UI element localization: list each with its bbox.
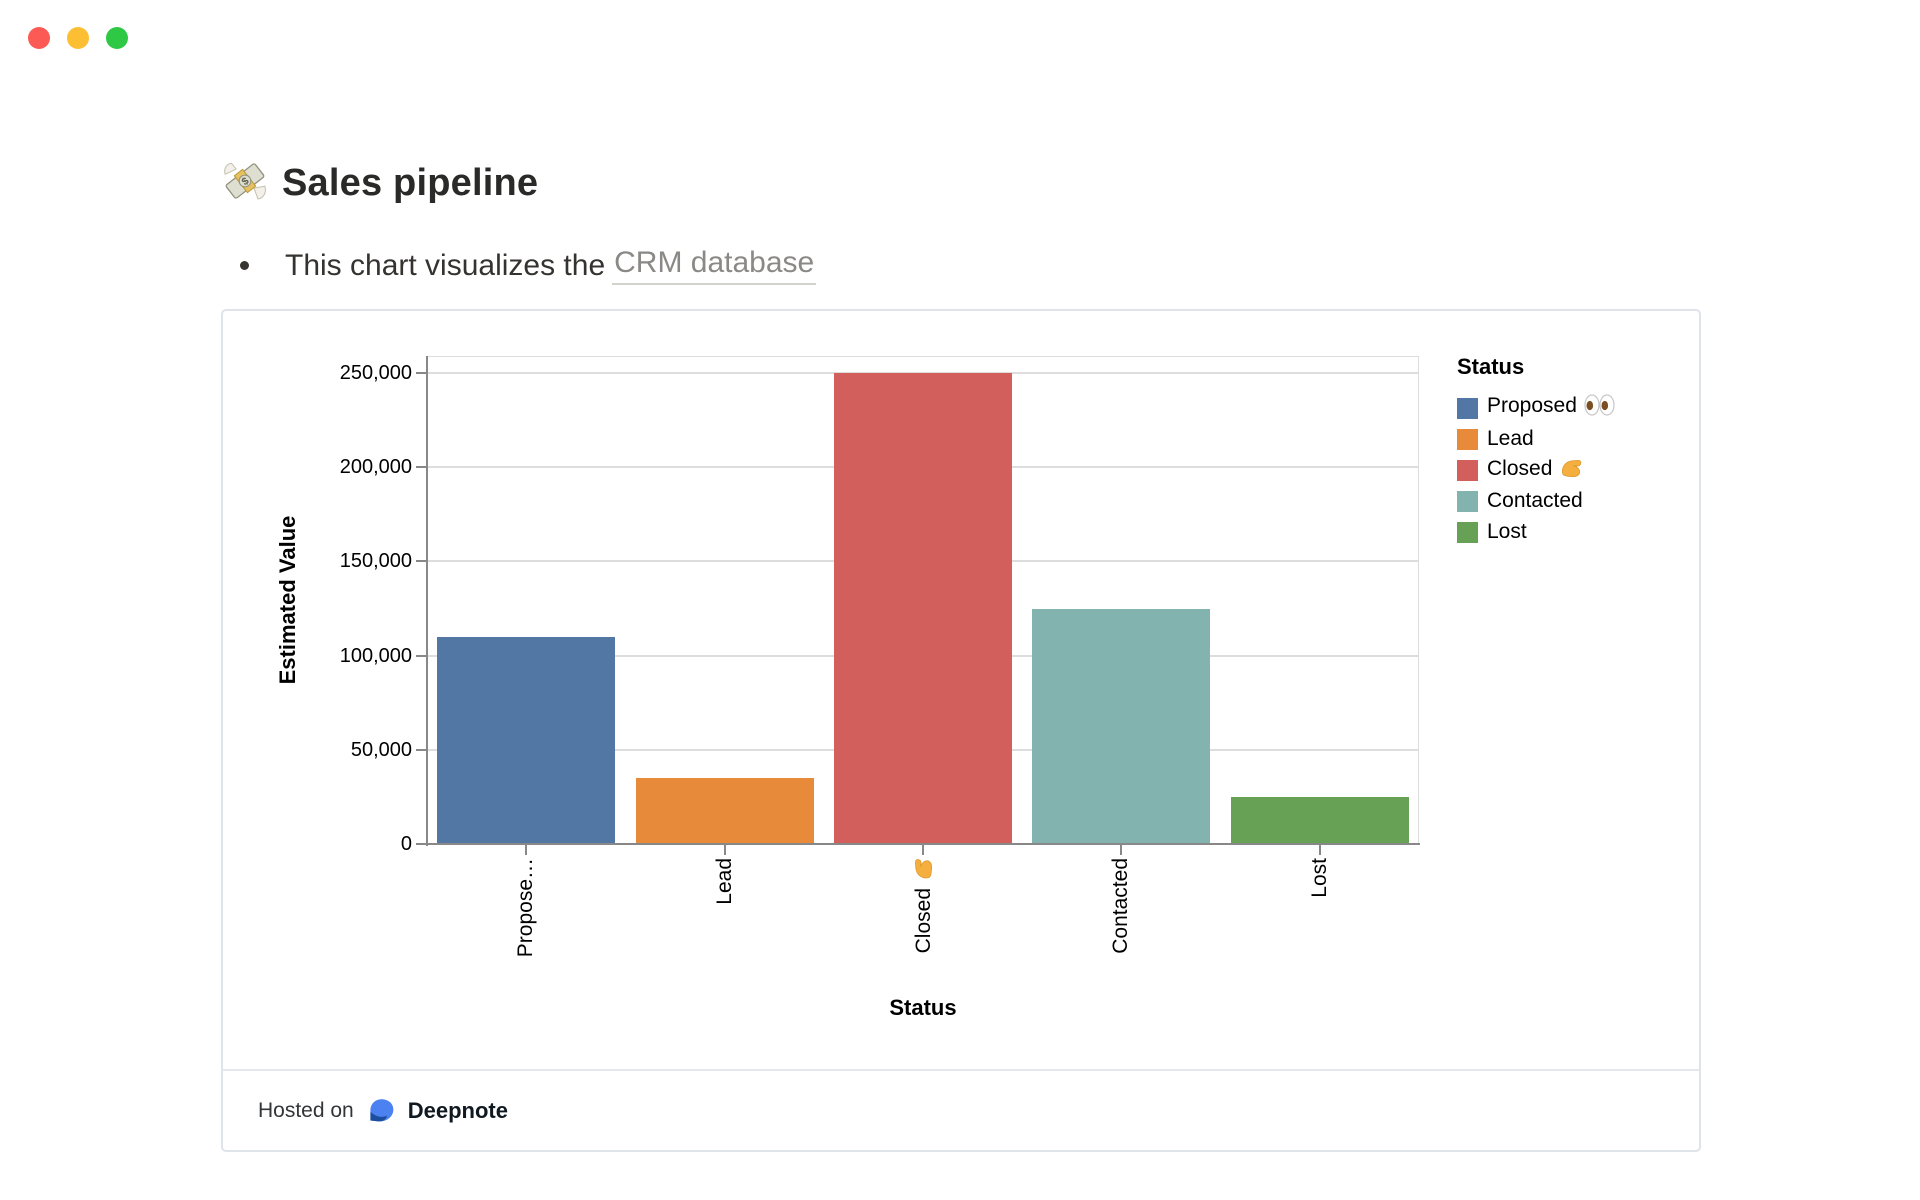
x-tick xyxy=(525,845,527,855)
x-tick-label-propose: Propose… xyxy=(514,858,537,958)
bullet-marker xyxy=(240,261,249,270)
crm-database-link[interactable]: CRM database xyxy=(612,246,817,285)
hosted-on-label: Hosted on xyxy=(258,1098,354,1122)
page-title: Sales pipeline xyxy=(282,162,539,204)
y-tick xyxy=(416,560,426,562)
legend-item-contacted: Contacted xyxy=(1457,489,1615,512)
deepnote-logo-icon xyxy=(365,1095,396,1126)
legend-items: Proposed Lead Closed Contacted Lost xyxy=(1457,394,1615,543)
legend-label: Contacted xyxy=(1487,489,1583,512)
bar-lost[interactable] xyxy=(1231,797,1409,844)
y-tick xyxy=(416,372,426,374)
y-tick-label: 50,000 xyxy=(350,739,412,761)
x-tick xyxy=(1319,845,1321,855)
bar-closed[interactable] xyxy=(834,373,1012,844)
zoom-button[interactable] xyxy=(106,27,128,49)
legend-item-lead: Lead xyxy=(1457,427,1615,450)
y-tick xyxy=(416,843,426,845)
legend-swatch xyxy=(1457,521,1478,543)
legend-swatch xyxy=(1457,459,1478,481)
flexed-biceps-emoji-icon xyxy=(911,858,940,881)
y-tick xyxy=(416,655,426,657)
y-tick-label: 0 xyxy=(400,833,412,855)
x-tick-label-lost: Lost xyxy=(1308,858,1331,898)
y-tick-label: 150,000 xyxy=(339,550,412,572)
legend-item-lost: Lost xyxy=(1457,520,1615,543)
legend-label: Proposed xyxy=(1487,394,1615,422)
y-tick-label: 100,000 xyxy=(339,645,412,667)
y-axis-line xyxy=(426,356,428,846)
legend: Status Proposed Lead Closed Contacted Lost xyxy=(1457,354,1615,552)
bullet-item: This chart visualizes the CRM database xyxy=(240,246,817,285)
eyes-emoji-icon xyxy=(1584,394,1615,422)
y-tick xyxy=(416,749,426,751)
x-tick xyxy=(1120,845,1122,855)
legend-swatch xyxy=(1457,397,1478,419)
x-tick-label-contacted: Contacted xyxy=(1109,858,1132,954)
x-tick-label-lead: Lead xyxy=(713,858,736,905)
minimize-button[interactable] xyxy=(67,27,89,49)
page-header: $ Sales pipeline xyxy=(222,160,538,207)
legend-label: Lead xyxy=(1487,427,1534,450)
y-tick-label: 250,000 xyxy=(339,362,412,384)
bar-contacted[interactable] xyxy=(1032,609,1210,845)
embed-footer: Hosted on Deepnote xyxy=(223,1069,1699,1150)
bar-lead[interactable] xyxy=(636,778,814,844)
flexed-biceps-emoji-icon xyxy=(1559,456,1582,485)
x-tick xyxy=(724,845,726,855)
y-tick-label: 200,000 xyxy=(339,456,412,478)
legend-swatch xyxy=(1457,490,1478,512)
x-axis-line xyxy=(426,843,1420,845)
deepnote-brand-link[interactable]: Deepnote xyxy=(407,1097,508,1123)
legend-item-proposed: Proposed xyxy=(1457,394,1615,422)
svg-text:$: $ xyxy=(240,176,252,188)
bar-proposed[interactable] xyxy=(437,637,615,844)
legend-label: Lost xyxy=(1487,520,1527,543)
y-tick xyxy=(416,466,426,468)
chart-embed-card: Estimated Value Status Status Proposed Le… xyxy=(221,309,1701,1152)
bullet-text: This chart visualizes the xyxy=(285,248,606,282)
x-axis-title: Status xyxy=(889,995,957,1020)
bar-chart: Estimated Value Status Status Proposed Le… xyxy=(223,311,1699,1071)
window-controls xyxy=(28,27,128,49)
close-button[interactable] xyxy=(28,27,50,49)
money-with-wings-emoji-icon: $ xyxy=(222,160,268,207)
x-tick-label-closed: Closed xyxy=(911,858,940,953)
x-tick xyxy=(922,845,924,855)
legend-label: Closed xyxy=(1487,456,1582,485)
legend-title: Status xyxy=(1457,354,1525,379)
legend-item-closed: Closed xyxy=(1457,457,1615,481)
legend-swatch xyxy=(1457,428,1478,450)
y-axis-title: Estimated Value xyxy=(275,515,300,685)
